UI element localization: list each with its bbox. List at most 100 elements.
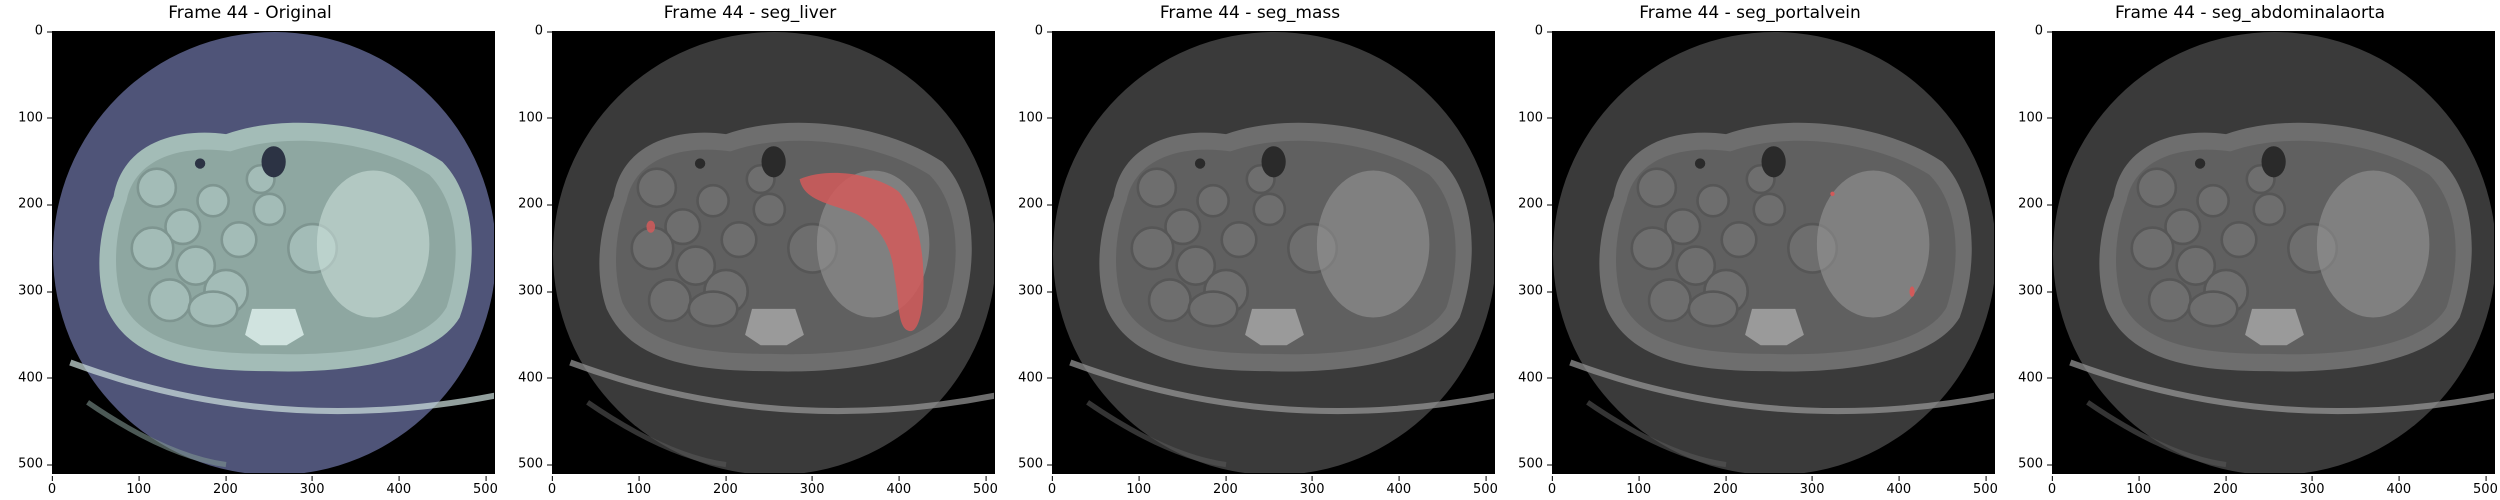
y-tick-label: 200 — [1009, 197, 1052, 212]
abdominal-organ — [2316, 170, 2430, 318]
bowel-gas — [761, 146, 786, 178]
x-tick-label: 0 — [1547, 476, 1557, 497]
y-tick-label: 0 — [509, 24, 552, 39]
ct-image — [1552, 31, 1995, 474]
bowel-gas — [694, 158, 706, 169]
spine-vertebra — [745, 308, 804, 346]
y-tick-label: 500 — [1509, 457, 1552, 472]
y-tick-label: 500 — [1009, 457, 1052, 472]
ct-image — [52, 31, 495, 474]
x-tick-label: 200 — [2212, 476, 2238, 497]
x-tick-label: 500 — [973, 476, 998, 497]
x-tick-label: 500 — [1973, 476, 1998, 497]
x-tick-label: 400 — [1386, 476, 1412, 497]
scanner-table-edge — [1086, 400, 1227, 468]
y-tick-label: 500 — [9, 457, 52, 472]
y-tick-label: 0 — [1509, 24, 1552, 39]
x-tick-label: 100 — [126, 476, 152, 497]
y-tick-label: 200 — [9, 197, 52, 212]
panel-title: Frame 44 - seg_abdominalaorta — [2114, 3, 2386, 23]
bowel-loop — [1720, 221, 1758, 259]
spine-vertebra — [2245, 308, 2304, 346]
bowel-loop — [1675, 245, 1717, 286]
y-tick-label: 400 — [509, 370, 552, 385]
bowel-gas — [1694, 158, 1706, 169]
scanner-table-line — [1069, 359, 1494, 415]
bowel-loop — [636, 167, 678, 209]
x-tick-label: 500 — [473, 476, 498, 497]
bowel-gas — [261, 146, 286, 178]
scanner-table-edge — [86, 400, 227, 468]
x-tick-label: 500 — [2473, 476, 2498, 497]
bowel-loop — [164, 208, 202, 246]
bowel-loop — [1664, 208, 1702, 246]
bowel-loop — [2164, 208, 2202, 246]
bowel-loop — [675, 245, 717, 286]
x-tick-label: 0 — [1047, 476, 1057, 497]
panel-title: Frame 44 - seg_liver — [663, 3, 837, 23]
bowel-loop — [2196, 183, 2230, 218]
y-tick-label: 100 — [2009, 110, 2052, 125]
bowel-loop — [2252, 192, 2287, 227]
panel-seg-abdominalaorta: Frame 44 - seg_abdominalaorta 0 100 200 300 4… — [2000, 0, 2500, 500]
abdominal-organ — [1816, 170, 1930, 318]
x-tick-label: 300 — [299, 476, 325, 497]
x-tick-label: 100 — [1626, 476, 1652, 497]
y-tick-label: 400 — [2009, 370, 2052, 385]
bowel-loop — [664, 208, 702, 246]
kidney — [1687, 290, 1739, 328]
bowel-gas — [2194, 158, 2206, 169]
bowel-loop — [252, 192, 287, 227]
x-tick-label: 400 — [386, 476, 412, 497]
bowel-loop — [720, 221, 758, 259]
scanner-table-line — [2069, 359, 2494, 415]
kidney — [1187, 290, 1239, 328]
y-tick-label: 300 — [2009, 284, 2052, 299]
bowel-loop — [696, 183, 730, 218]
bowel-loop — [136, 167, 178, 209]
panel-seg-liver: Frame 44 - seg_liver 0 100 200 300 400 500 0 100… — [500, 0, 1000, 500]
spine-vertebra — [245, 308, 304, 346]
bowel-gas — [2261, 146, 2286, 178]
y-tick-label: 400 — [1509, 370, 1552, 385]
bowel-loop — [2130, 226, 2175, 271]
y-tick-label: 400 — [1009, 370, 1052, 385]
y-tick-label: 300 — [1509, 284, 1552, 299]
bowel-loop — [1752, 192, 1787, 227]
x-tick-label: 300 — [799, 476, 825, 497]
scanner-table-edge — [2086, 400, 2227, 468]
y-tick-label: 400 — [9, 370, 52, 385]
bowel-loop — [752, 192, 787, 227]
bowel-loop — [175, 245, 217, 286]
x-tick-label: 200 — [712, 476, 738, 497]
y-tick-label: 0 — [2009, 24, 2052, 39]
bowel-gas — [194, 158, 206, 169]
y-tick-label: 100 — [509, 110, 552, 125]
bowel-loop — [2175, 245, 2217, 286]
bowel-loop — [2220, 221, 2258, 259]
kidney — [687, 290, 739, 328]
x-tick-label: 200 — [1712, 476, 1738, 497]
x-tick-label: 400 — [1886, 476, 1912, 497]
x-tick-label: 300 — [1299, 476, 1325, 497]
bowel-loop — [1696, 183, 1730, 218]
bowel-loop — [1164, 208, 1202, 246]
portalvein-segmentation-spot — [1909, 286, 1915, 297]
ct-scan-svg — [1553, 32, 1994, 473]
abdominal-organ — [316, 170, 430, 318]
bowel-gas — [1761, 146, 1786, 178]
bowel-loop — [647, 278, 692, 323]
scanner-table-line — [569, 359, 994, 415]
panel-seg-mass: Frame 44 - seg_mass 0 100 200 300 400 500 0 100 2… — [1000, 0, 1500, 500]
bowel-loop — [1130, 226, 1175, 271]
panel-seg-portalvein: Frame 44 - seg_portalvein 0 100 200 300 400 50… — [1500, 0, 2000, 500]
ct-scan-svg — [553, 32, 994, 473]
bowel-loop — [1196, 183, 1230, 218]
panel-title: Frame 44 - Original — [168, 3, 332, 23]
bowel-loop — [220, 221, 258, 259]
ct-scan-svg — [53, 32, 494, 473]
y-tick-label: 100 — [9, 110, 52, 125]
x-tick-label: 400 — [2386, 476, 2412, 497]
panel-title: Frame 44 - seg_mass — [1159, 3, 1341, 23]
